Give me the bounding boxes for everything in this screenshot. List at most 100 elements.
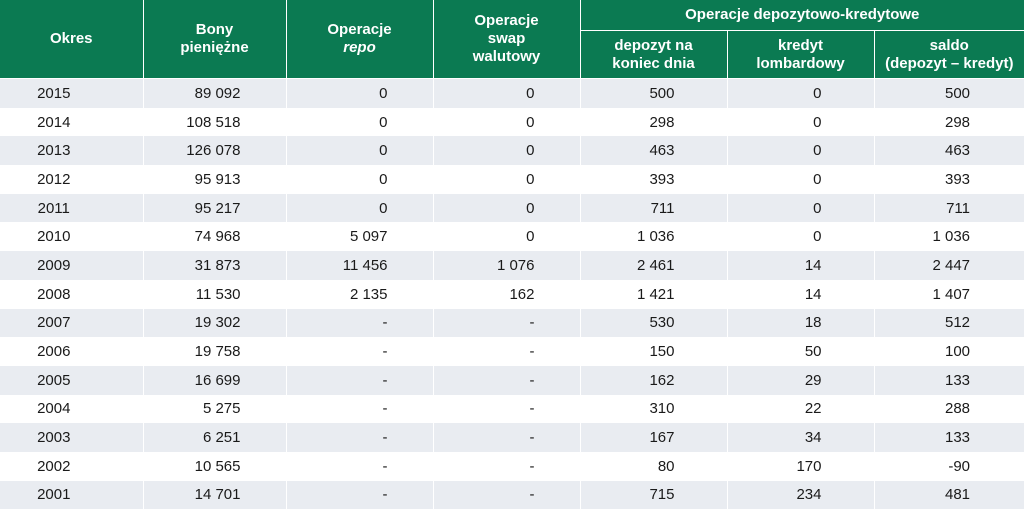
cell-bony: 6 251 bbox=[143, 423, 287, 452]
cell-depozyt: 162 bbox=[580, 365, 728, 395]
cell-okres: 2001 bbox=[0, 480, 144, 510]
table-row: 2006 19 758- -150 50 100 bbox=[0, 337, 1024, 366]
header-okres: Okres bbox=[0, 0, 144, 79]
cell-repo: 5 097 bbox=[286, 222, 434, 252]
cell-saldo: 463 bbox=[874, 136, 1024, 166]
cell-depozyt: 2 461 bbox=[580, 251, 728, 280]
cell-bony: 95 217 bbox=[143, 193, 287, 223]
table-row: 2001 14 701- -715 234 481 bbox=[0, 480, 1024, 510]
cell-swap: - bbox=[433, 308, 581, 338]
cell-depozyt: 80 bbox=[580, 451, 728, 481]
cell-saldo: 1 407 bbox=[874, 279, 1024, 309]
cell-depozyt: 1 036 bbox=[580, 222, 728, 252]
cell-bony: 19 302 bbox=[143, 308, 287, 338]
cell-bony: 16 699 bbox=[143, 365, 287, 395]
cell-okres: 2010 bbox=[0, 222, 144, 252]
cell-saldo: 133 bbox=[874, 423, 1024, 452]
cell-depozyt: 167 bbox=[580, 423, 728, 452]
cell-bony: 31 873 bbox=[143, 251, 287, 280]
cell-okres: 2006 bbox=[0, 337, 144, 366]
cell-repo: - bbox=[286, 423, 434, 452]
cell-depozyt: 715 bbox=[580, 480, 728, 510]
cell-saldo: 100 bbox=[874, 337, 1024, 366]
cell-saldo: -90 bbox=[874, 451, 1024, 481]
cell-kredyt: 170 bbox=[727, 451, 875, 481]
cell-kredyt: 0 bbox=[727, 136, 875, 166]
cell-depozyt: 463 bbox=[580, 136, 728, 166]
cell-saldo: 2 447 bbox=[874, 251, 1024, 280]
cell-swap: 0 bbox=[433, 193, 581, 223]
cell-okres: 2003 bbox=[0, 423, 144, 452]
cell-okres: 2013 bbox=[0, 136, 144, 166]
table-header: Okres Bony pieniężne Operacje repo Operacj… bbox=[0, 0, 1024, 79]
cell-kredyt: 14 bbox=[727, 279, 875, 309]
cell-okres: 2005 bbox=[0, 365, 144, 395]
cell-swap: 162 bbox=[433, 279, 581, 309]
cell-repo: - bbox=[286, 451, 434, 481]
cell-repo: - bbox=[286, 394, 434, 424]
cell-kredyt: 29 bbox=[727, 365, 875, 395]
cell-swap: - bbox=[433, 451, 581, 481]
cell-swap: - bbox=[433, 337, 581, 366]
cell-swap: - bbox=[433, 365, 581, 395]
cell-okres: 2007 bbox=[0, 308, 144, 338]
table-row: 2005 16 699- -162 29 133 bbox=[0, 365, 1024, 395]
cell-repo: 0 bbox=[286, 78, 434, 108]
cell-okres: 2011 bbox=[0, 193, 144, 223]
cell-depozyt: 500 bbox=[580, 78, 728, 108]
cell-swap: 1 076 bbox=[433, 251, 581, 280]
cell-kredyt: 50 bbox=[727, 337, 875, 366]
cell-okres: 2012 bbox=[0, 165, 144, 194]
cell-bony: 11 530 bbox=[143, 279, 287, 309]
cell-bony: 95 913 bbox=[143, 165, 287, 194]
table-row: 2007 19 302- -530 18 512 bbox=[0, 308, 1024, 338]
header-group-deposit-credit: Operacje depozytowo-kredytowe bbox=[580, 0, 1024, 31]
cell-swap: 0 bbox=[433, 107, 581, 137]
cell-okres: 2002 bbox=[0, 451, 144, 481]
cell-kredyt: 14 bbox=[727, 251, 875, 280]
header-kredyt: kredyt lombardowy bbox=[727, 30, 875, 79]
cell-saldo: 512 bbox=[874, 308, 1024, 338]
cell-depozyt: 393 bbox=[580, 165, 728, 194]
cell-swap: - bbox=[433, 394, 581, 424]
cell-depozyt: 310 bbox=[580, 394, 728, 424]
cell-repo: - bbox=[286, 337, 434, 366]
header-saldo: saldo (depozyt – kredyt) bbox=[874, 30, 1024, 79]
table-row: 2013 126 078 0 0 463 0 463 bbox=[0, 136, 1024, 166]
cell-bony: 19 758 bbox=[143, 337, 287, 366]
cell-depozyt: 530 bbox=[580, 308, 728, 338]
table-row: 2010 74 968 5 097 0 1 036 0 1 036 bbox=[0, 222, 1024, 252]
cell-okres: 2004 bbox=[0, 394, 144, 424]
header-repo: Operacje repo bbox=[286, 0, 434, 79]
cell-saldo: 393 bbox=[874, 165, 1024, 194]
cell-swap: - bbox=[433, 480, 581, 510]
table-row: 2011 95 217 0 0 711 0 711 bbox=[0, 193, 1024, 223]
cell-saldo: 298 bbox=[874, 107, 1024, 137]
cell-okres: 2009 bbox=[0, 251, 144, 280]
table-row: 2015 89 092 0 0 500 0 500 bbox=[0, 78, 1024, 108]
cell-kredyt: 0 bbox=[727, 222, 875, 252]
cell-okres: 2015 bbox=[0, 78, 144, 108]
cell-kredyt: 0 bbox=[727, 107, 875, 137]
cell-swap: - bbox=[433, 423, 581, 452]
cell-repo: 0 bbox=[286, 193, 434, 223]
cell-swap: 0 bbox=[433, 222, 581, 252]
cell-depozyt: 298 bbox=[580, 107, 728, 137]
header-swap: Operacje swap walutowy bbox=[433, 0, 581, 79]
cell-depozyt: 1 421 bbox=[580, 279, 728, 309]
cell-okres: 2008 bbox=[0, 279, 144, 309]
cell-saldo: 481 bbox=[874, 480, 1024, 510]
cell-kredyt: 0 bbox=[727, 193, 875, 223]
cell-kredyt: 0 bbox=[727, 165, 875, 194]
cell-bony: 126 078 bbox=[143, 136, 287, 166]
table-row: 2008 11 530 2 135 162 1 421 14 1 407 bbox=[0, 279, 1024, 309]
cell-depozyt: 150 bbox=[580, 337, 728, 366]
table-row: 2003 6 251- -167 34 133 bbox=[0, 423, 1024, 452]
cell-repo: 11 456 bbox=[286, 251, 434, 280]
header-depozyt: depozyt na koniec dnia bbox=[580, 30, 728, 79]
cell-kredyt: 0 bbox=[727, 78, 875, 108]
cell-saldo: 1 036 bbox=[874, 222, 1024, 252]
cell-bony: 14 701 bbox=[143, 480, 287, 510]
cell-repo: - bbox=[286, 308, 434, 338]
